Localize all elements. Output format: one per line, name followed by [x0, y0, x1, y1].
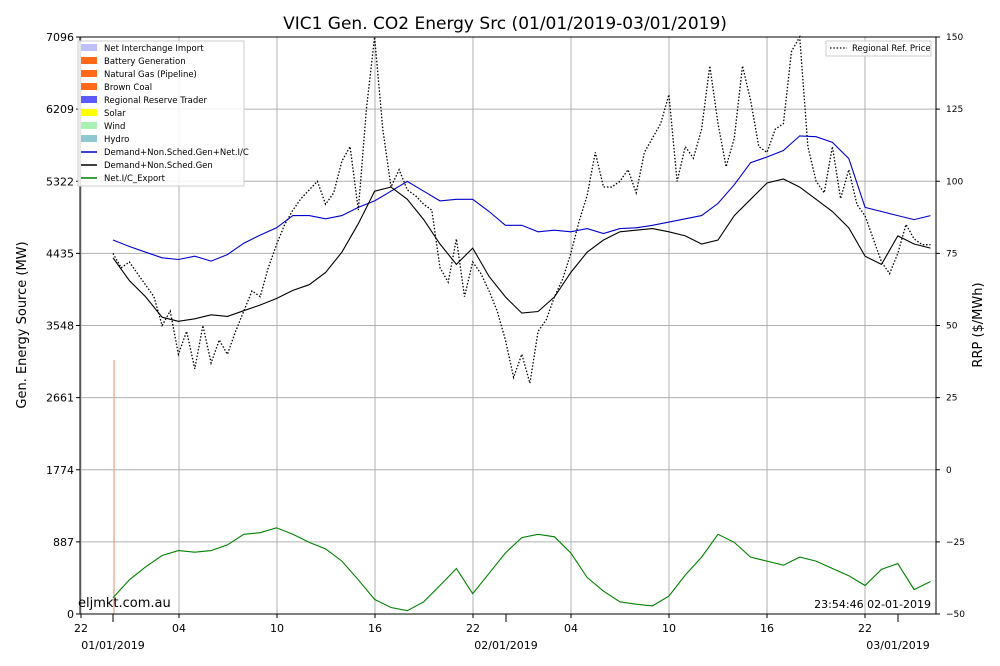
y-tick-label: 0	[67, 608, 74, 621]
legend-left: Net Interchange Import Battery Generation…	[77, 40, 249, 187]
y2-tick-label: 75	[946, 249, 957, 259]
y-tick-label: 1774	[46, 464, 74, 477]
legend-label: Wind	[104, 122, 125, 132]
series-line-regional-ref-price	[112, 34, 931, 384]
x-tick-label: 04	[172, 622, 186, 635]
legend-label: Net Interchange Import	[104, 44, 204, 54]
series-line-demand-non-sched-gen	[112, 178, 931, 322]
x-tick-label: 22	[858, 622, 872, 635]
y-tick-label: 3548	[46, 320, 74, 333]
x-tick-label: 22	[74, 622, 88, 635]
x-tick-label: 10	[662, 622, 676, 635]
series-line-net-i-c-export	[112, 527, 931, 612]
legend-label: Brown Coal	[104, 83, 152, 93]
legend-label: Demand+Non.Sched.Gen	[104, 161, 213, 171]
x-date-label: 03/01/2019	[866, 639, 929, 652]
y-tick-label: 2661	[46, 392, 74, 405]
x-ticks: 22 04 10 16 22 04 10 16 22 01/01/2019 02/01/2019 03…	[74, 614, 930, 652]
legend-label: Regional Ref. Price	[852, 44, 931, 54]
y-tick-label: 6209	[46, 103, 74, 116]
legend-right: Regional Ref. Price	[825, 40, 932, 57]
plot-lines	[112, 34, 931, 614]
legend-swatch	[81, 135, 97, 142]
timestamp: 23:54:46 02-01-2019	[814, 598, 931, 611]
y2-tick-label: 25	[946, 394, 957, 404]
legend-swatch	[81, 109, 97, 116]
series-line-demand-non-sched-gen-net-i-c	[112, 135, 931, 262]
y2-tick-label: 50	[946, 322, 958, 332]
x-tick-label: 16	[368, 622, 382, 635]
legend-label: Battery Generation	[104, 57, 186, 67]
left-y-ticks: 0 887 1774 2661 3548 4435 5322 6209 7096	[46, 31, 80, 621]
legend-swatch	[81, 83, 97, 90]
legend-label: Natural Gas (Pipeline)	[104, 70, 197, 80]
legend-box	[77, 40, 245, 187]
y2-axis-label: RRP ($/MWh)	[971, 282, 986, 367]
legend-swatch	[81, 96, 97, 103]
watermark: eljmkt.com.au	[78, 596, 171, 611]
y2-tick-label: −50	[946, 610, 965, 620]
x-tick-label: 22	[466, 622, 480, 635]
legend-swatch	[81, 122, 97, 129]
legend-swatch	[81, 70, 97, 77]
x-tick-label: 04	[564, 622, 578, 635]
chart-title: VIC1 Gen. CO2 Energy Src (01/01/2019-03/…	[283, 14, 727, 34]
y-tick-label: 887	[53, 536, 74, 549]
x-date-label: 01/01/2019	[81, 639, 144, 652]
legend-label: Hydro	[104, 135, 129, 145]
y2-tick-label: 150	[946, 33, 963, 43]
legend-swatch	[81, 57, 97, 64]
y-tick-label: 7096	[46, 31, 74, 44]
y2-tick-label: 0	[946, 466, 952, 476]
legend-box-right	[825, 40, 932, 57]
y-axis-label: Gen. Energy Source (MW)	[15, 241, 30, 408]
legend-label: Solar	[104, 109, 126, 119]
x-tick-label: 16	[760, 622, 774, 635]
legend-label: Regional Reserve Trader	[104, 96, 208, 106]
legend-label: Net.I/C_Export	[104, 174, 166, 184]
y-tick-label: 5322	[46, 175, 74, 188]
y-tick-label: 4435	[46, 247, 74, 260]
legend-label: Demand+Non.Sched.Gen+Net.I/C	[104, 148, 249, 158]
y2-tick-label: 100	[946, 177, 963, 187]
y2-tick-label: −25	[946, 538, 965, 548]
legend-swatch	[81, 44, 97, 51]
x-tick-label: 10	[270, 622, 284, 635]
y2-tick-label: 125	[946, 105, 963, 115]
x-date-label: 02/01/2019	[474, 639, 537, 652]
right-y-ticks: −50 −25 0 25 50 75 100 125 150	[936, 33, 965, 620]
